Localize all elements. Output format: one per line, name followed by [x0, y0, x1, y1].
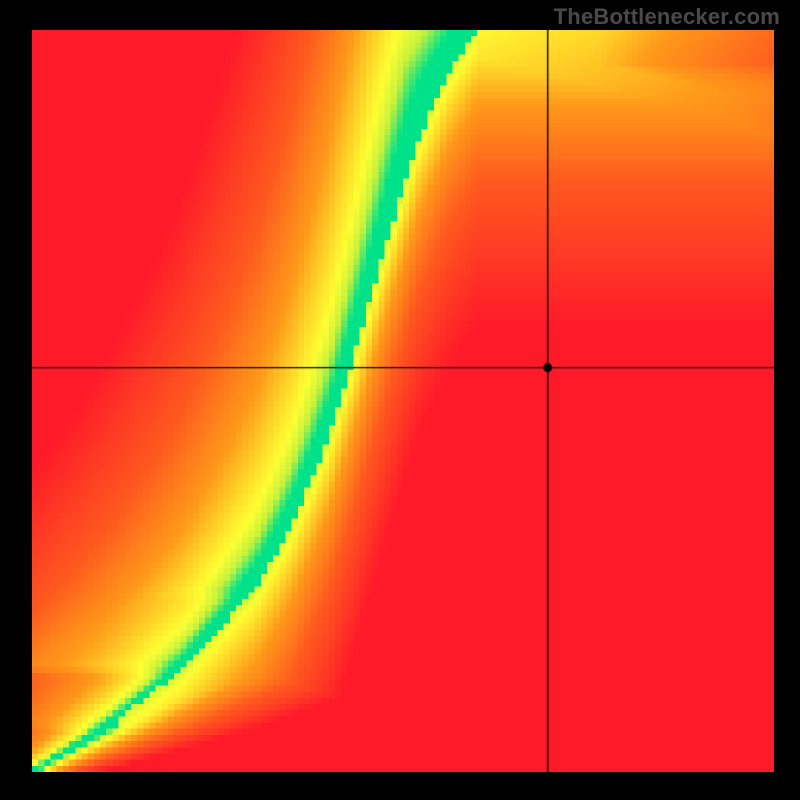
chart-stage: TheBottlenecker.com	[0, 0, 800, 800]
crosshair-overlay	[32, 30, 774, 772]
watermark-text: TheBottlenecker.com	[554, 4, 780, 30]
